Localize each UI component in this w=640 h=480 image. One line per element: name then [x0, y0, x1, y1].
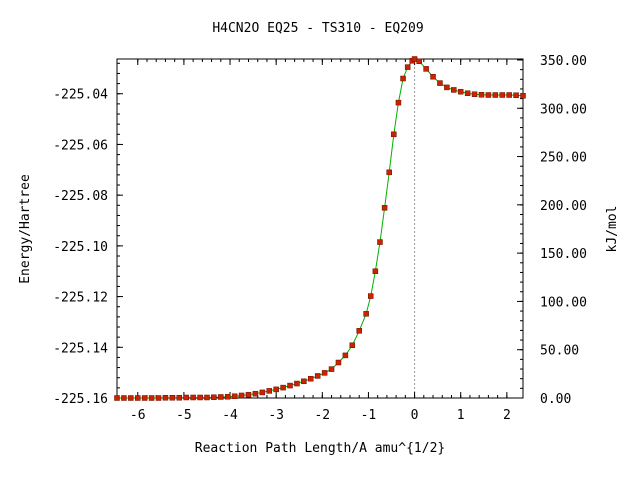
data-point	[328, 366, 335, 372]
data-point	[308, 375, 314, 382]
x-axis-title: Reaction Path Length/A amu^{1/2}	[195, 441, 445, 456]
data-point	[266, 388, 272, 394]
data-point	[287, 382, 293, 389]
x-tick-label: -3	[268, 408, 284, 423]
data-point	[231, 393, 238, 399]
data-point	[499, 92, 505, 98]
y2-tick-label: 150.00	[540, 247, 587, 262]
data-point	[252, 390, 259, 397]
data-point	[372, 268, 379, 274]
data-point	[471, 91, 478, 97]
data-point	[280, 384, 286, 391]
series-line	[117, 58, 524, 399]
y2-tick-label: 200.00	[540, 199, 587, 214]
data-point	[190, 394, 196, 401]
data-point	[162, 394, 169, 401]
data-point	[492, 92, 499, 98]
data-point	[204, 394, 210, 401]
y-tick-label: -225.10	[53, 240, 108, 255]
y-tick-label: -225.16	[53, 392, 108, 407]
data-point	[423, 66, 429, 72]
data-point	[259, 389, 266, 396]
plot-frame	[116, 58, 524, 399]
data-point	[363, 311, 369, 317]
data-point	[478, 92, 485, 98]
data-point	[148, 395, 155, 401]
data-point	[404, 64, 411, 70]
data-point	[294, 380, 300, 387]
data-point	[301, 378, 307, 385]
data-point	[218, 394, 224, 400]
data-point	[176, 394, 183, 401]
y2-tick-label: 350.00	[540, 54, 587, 69]
data-point	[128, 395, 134, 401]
data-point	[457, 88, 464, 95]
y-axis-title: Energy/Hartree	[18, 174, 33, 284]
x-tick-label: 0	[411, 408, 419, 423]
y2-tick-label: 250.00	[540, 151, 587, 166]
data-point	[197, 394, 203, 401]
data-point	[520, 93, 526, 99]
data-point	[224, 393, 231, 400]
x-tick-label: -4	[222, 408, 238, 423]
data-point	[121, 395, 127, 401]
y-tick-label: -225.06	[53, 138, 108, 153]
data-point	[273, 386, 279, 393]
data-point	[183, 394, 189, 401]
data-point	[430, 73, 436, 80]
data-point	[377, 239, 383, 245]
data-point	[349, 342, 356, 349]
y-tick-label: -225.12	[53, 291, 108, 306]
data-point	[391, 131, 397, 138]
data-point	[416, 58, 422, 65]
x-tick-label: -6	[130, 408, 146, 423]
data-point	[321, 370, 328, 376]
data-point	[238, 392, 245, 399]
data-point	[368, 293, 374, 299]
data-point	[342, 352, 349, 359]
data-point	[356, 328, 362, 334]
data-point	[437, 80, 443, 86]
y2-axis-title: kJ/mol	[605, 206, 620, 253]
data-point	[141, 395, 148, 401]
data-point	[444, 84, 450, 91]
y2-tick-label: 50.00	[540, 344, 579, 359]
data-point	[245, 391, 252, 398]
data-point	[400, 75, 406, 82]
y-tick-label: -225.08	[53, 189, 108, 204]
chart-title: H4CN2O EQ25 - TS310 - EQ209	[212, 21, 423, 36]
x-tick-label: -2	[314, 408, 330, 423]
x-tick-label: -1	[361, 408, 377, 423]
data-point	[513, 92, 519, 99]
data-point	[335, 359, 342, 366]
data-point	[485, 92, 492, 98]
data-point	[169, 394, 176, 401]
y2-tick-label: 0.00	[540, 392, 571, 407]
data-point	[211, 394, 217, 400]
data-point	[381, 205, 388, 211]
y-tick-label: -225.04	[53, 88, 108, 103]
data-point	[314, 373, 321, 379]
x-tick-label: 2	[503, 408, 511, 423]
data-point	[395, 99, 402, 106]
data-point	[506, 92, 512, 98]
x-tick-label: 1	[457, 408, 465, 423]
data-point	[411, 56, 418, 62]
data-point	[114, 395, 120, 401]
data-point	[135, 395, 141, 401]
y2-tick-label: 100.00	[540, 295, 587, 310]
y2-tick-label: 300.00	[540, 102, 587, 117]
y-tick-label: -225.14	[53, 341, 108, 356]
data-point	[155, 395, 162, 401]
data-point	[451, 87, 457, 93]
data-point	[464, 90, 471, 96]
x-tick-label: -5	[176, 408, 192, 423]
data-point	[386, 169, 392, 176]
